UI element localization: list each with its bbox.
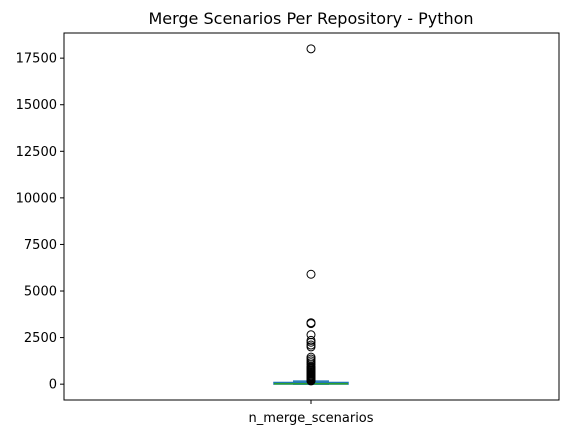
outlier-point (306, 44, 316, 54)
y-tick-label: 2500 (24, 331, 57, 346)
plot-area (273, 44, 349, 386)
y-tick-label: 7500 (24, 238, 57, 253)
outlier-point (306, 376, 316, 386)
outlier-point (306, 342, 316, 352)
y-tick-label: 17500 (16, 52, 57, 67)
y-tick-label: 10000 (16, 191, 57, 206)
y-axis: 0 2500 5000 7500 10000 12500 15000 17500 (16, 52, 64, 393)
y-tick-label: 5000 (24, 285, 57, 300)
y-tick-label: 0 (49, 378, 57, 393)
outlier-point (306, 330, 316, 340)
outlier-point (306, 319, 316, 329)
y-tick-label: 15000 (16, 98, 57, 113)
outlier-point (306, 269, 316, 279)
chart-title: Merge Scenarios Per Repository - Python (148, 9, 473, 28)
outlier-point (306, 337, 316, 347)
x-axis: n_merge_scenarios (248, 400, 374, 426)
x-tick-label: n_merge_scenarios (248, 411, 373, 426)
y-tick-label: 12500 (16, 145, 57, 160)
axes-frame (63, 32, 560, 401)
